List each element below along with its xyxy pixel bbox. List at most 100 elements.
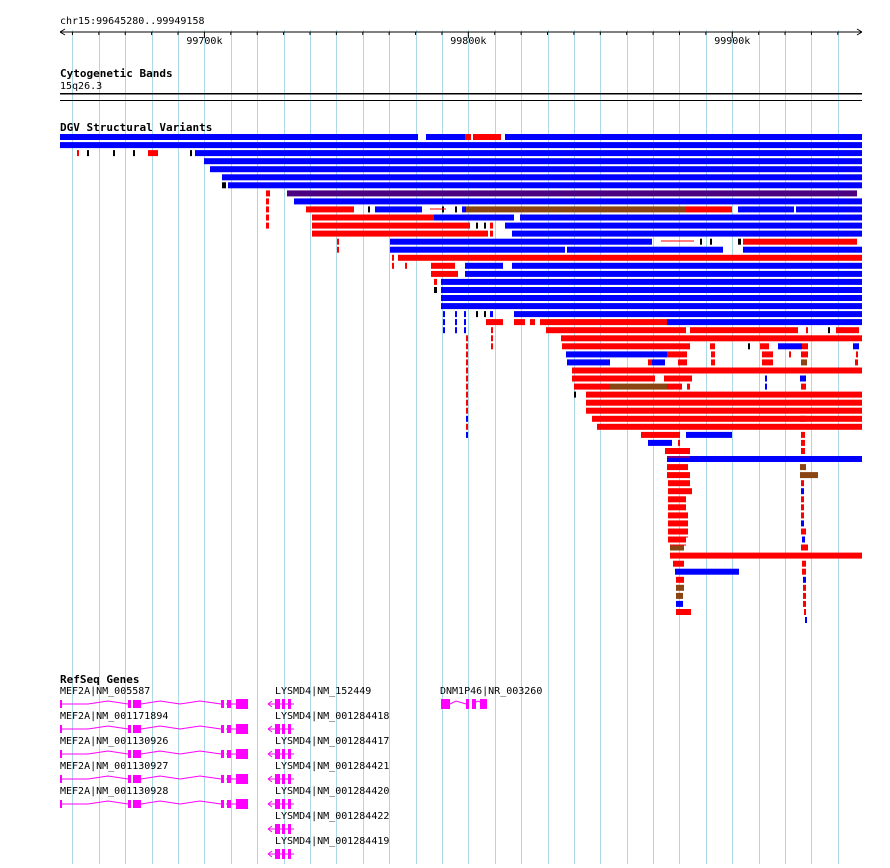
structural-variant[interactable]	[801, 480, 804, 487]
structural-variant[interactable]	[667, 383, 682, 390]
structural-variant[interactable]	[465, 134, 471, 140]
gene-exon[interactable]	[236, 774, 248, 784]
cytoband-bar[interactable]	[60, 93, 862, 95]
structural-variant[interactable]	[476, 311, 478, 318]
structural-variant[interactable]	[287, 190, 857, 197]
structural-variant[interactable]	[673, 560, 684, 567]
structural-variant[interactable]	[690, 327, 798, 334]
structural-variant[interactable]	[337, 246, 339, 253]
refseq-gene-features[interactable]: MEF2A|NM_005587 MEF2A|NM_001171894 MEF2A|N…	[60, 686, 542, 859]
structural-variant[interactable]	[676, 600, 683, 607]
structural-variant[interactable]	[801, 383, 806, 390]
dgv-variant-features[interactable]	[60, 134, 862, 623]
structural-variant[interactable]	[486, 319, 503, 326]
structural-variant[interactable]	[520, 214, 862, 221]
structural-variant[interactable]	[572, 367, 862, 374]
structural-variant[interactable]	[266, 206, 269, 213]
structural-variant[interactable]	[675, 568, 739, 575]
gene-label[interactable]: LYSMD4|NM_001284421	[275, 761, 389, 772]
structural-variant[interactable]	[294, 198, 862, 205]
structural-variant[interactable]	[762, 359, 773, 366]
gene-label[interactable]: LYSMD4|NM_001284418	[275, 711, 389, 722]
gene-label[interactable]: LYSMD4|NM_001284422	[275, 811, 389, 822]
structural-variant[interactable]	[466, 367, 468, 374]
structural-variant[interactable]	[190, 150, 192, 157]
gene-label[interactable]: LYSMD4|NM_001284420	[275, 786, 389, 797]
structural-variant[interactable]	[490, 222, 493, 229]
structural-variant[interactable]	[87, 150, 89, 157]
structural-variant[interactable]	[806, 327, 808, 334]
structural-variant[interactable]	[738, 206, 794, 213]
gene-exon[interactable]	[227, 725, 231, 733]
structural-variant[interactable]	[375, 206, 422, 213]
gene-exon[interactable]	[236, 749, 248, 759]
structural-variant[interactable]	[466, 399, 468, 406]
structural-variant[interactable]	[801, 496, 804, 503]
structural-variant[interactable]	[464, 327, 466, 334]
gene-label[interactable]: MEF2A|NM_001130927	[60, 761, 168, 772]
structural-variant[interactable]	[678, 439, 680, 446]
gene-exon[interactable]	[236, 799, 248, 809]
gene-exon[interactable]	[128, 750, 131, 758]
gene-exon[interactable]	[133, 725, 141, 733]
structural-variant[interactable]	[853, 343, 859, 350]
structural-variant[interactable]	[801, 448, 805, 454]
structural-variant[interactable]	[512, 230, 862, 237]
structural-variant[interactable]	[667, 464, 688, 471]
structural-variant[interactable]	[801, 544, 808, 551]
structural-variant[interactable]	[711, 351, 715, 358]
gene-exon[interactable]	[221, 700, 224, 708]
structural-variant[interactable]	[561, 335, 862, 342]
structural-variant[interactable]	[484, 222, 486, 229]
structural-variant[interactable]	[490, 311, 493, 318]
gene-exon[interactable]	[275, 749, 280, 759]
structural-variant[interactable]	[466, 343, 468, 350]
structural-variant[interactable]	[668, 488, 692, 495]
structural-variant[interactable]	[512, 262, 862, 269]
gene-exon[interactable]	[288, 799, 291, 809]
gene-exon[interactable]	[221, 800, 224, 808]
structural-variant[interactable]	[466, 415, 468, 422]
structural-variant[interactable]	[592, 415, 700, 422]
structural-variant[interactable]	[466, 351, 468, 358]
structural-variant[interactable]	[431, 262, 455, 269]
gene-label[interactable]: LYSMD4|NM_001284419	[275, 836, 389, 847]
structural-variant[interactable]	[804, 609, 806, 615]
structural-variant[interactable]	[801, 439, 805, 446]
gene-exon[interactable]	[128, 700, 131, 708]
gene-label[interactable]: MEF2A|NM_001130928	[60, 786, 168, 797]
structural-variant[interactable]	[668, 496, 686, 503]
structural-variant[interactable]	[803, 576, 806, 583]
gene-exon[interactable]	[275, 724, 280, 734]
structural-variant[interactable]	[572, 375, 655, 382]
structural-variant[interactable]	[765, 375, 767, 382]
gene-exon[interactable]	[128, 775, 131, 783]
gene-exon[interactable]	[236, 724, 248, 734]
structural-variant[interactable]	[455, 206, 457, 213]
structural-variant[interactable]	[466, 407, 468, 414]
structural-variant[interactable]	[667, 343, 690, 350]
structural-variant[interactable]	[765, 383, 767, 390]
structural-variant[interactable]	[801, 528, 806, 535]
structural-variant[interactable]	[586, 399, 862, 406]
structural-variant[interactable]	[113, 150, 115, 157]
structural-variant[interactable]	[466, 335, 468, 342]
structural-variant[interactable]	[762, 351, 773, 358]
structural-variant[interactable]	[574, 383, 610, 390]
structural-variant[interactable]	[466, 423, 468, 430]
structural-variant[interactable]	[312, 230, 488, 237]
gene-exon[interactable]	[227, 800, 231, 808]
gene-exon[interactable]	[288, 824, 291, 834]
structural-variant[interactable]	[668, 536, 686, 543]
structural-variant[interactable]	[466, 359, 468, 366]
structural-variant[interactable]	[266, 222, 269, 229]
gene-exon[interactable]	[275, 699, 280, 709]
gene-exon[interactable]	[282, 699, 285, 709]
structural-variant[interactable]	[204, 158, 862, 165]
structural-variant[interactable]	[443, 327, 445, 334]
structural-variant[interactable]	[648, 359, 652, 366]
structural-variant[interactable]	[443, 319, 445, 326]
structural-variant[interactable]	[670, 552, 862, 559]
structural-variant[interactable]	[562, 343, 667, 350]
gene-exon[interactable]	[227, 775, 231, 783]
